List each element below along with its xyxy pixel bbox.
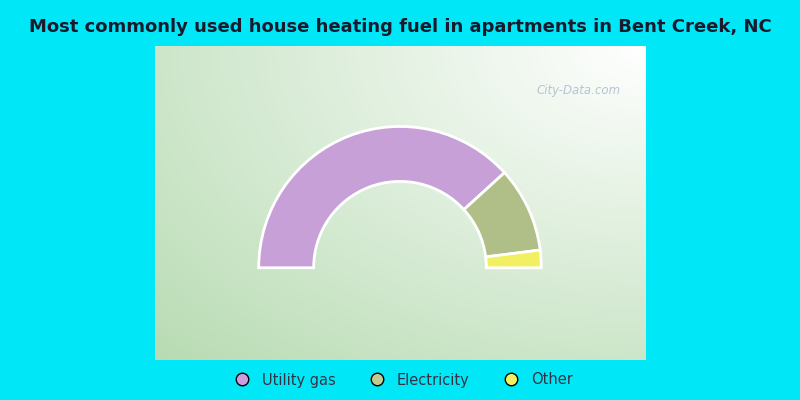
Legend: Utility gas, Electricity, Other: Utility gas, Electricity, Other bbox=[222, 367, 578, 393]
Wedge shape bbox=[258, 126, 505, 268]
Text: Most commonly used house heating fuel in apartments in Bent Creek, NC: Most commonly used house heating fuel in… bbox=[29, 18, 771, 36]
Text: City-Data.com: City-Data.com bbox=[537, 84, 621, 97]
Wedge shape bbox=[464, 173, 540, 257]
Wedge shape bbox=[486, 250, 542, 268]
